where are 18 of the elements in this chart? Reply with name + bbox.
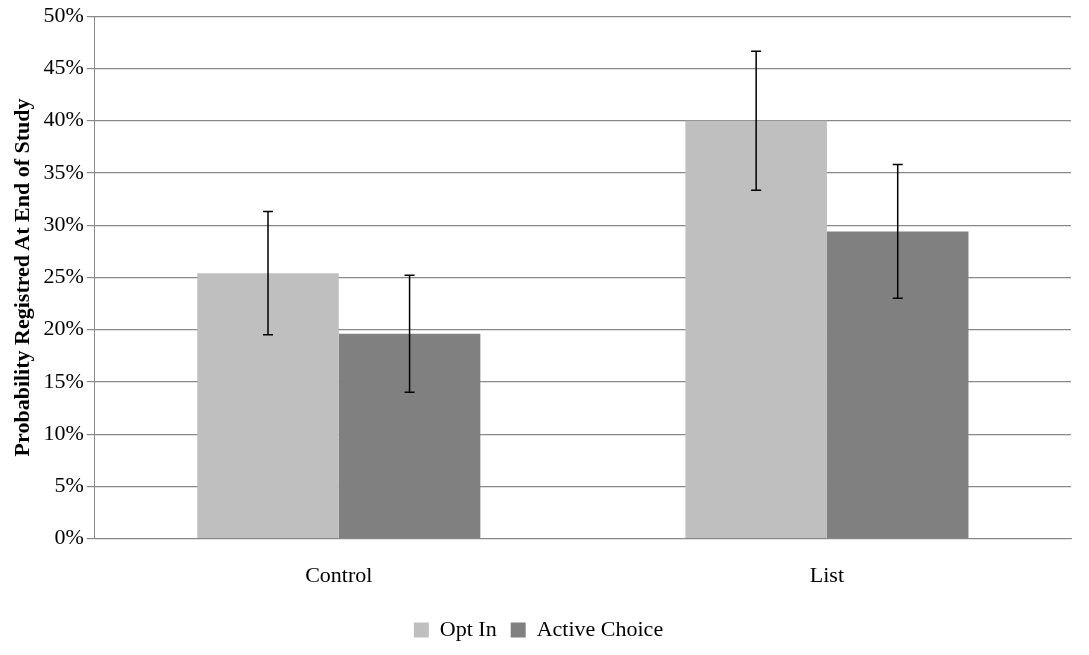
y-tick-label: 0%	[54, 524, 84, 550]
y-tick-label: 50%	[43, 1, 84, 27]
x-tick-label: List	[809, 561, 845, 587]
x-tick-label: Control	[305, 561, 373, 587]
y-tick-label: 15%	[43, 367, 84, 393]
y-tick-label: 30%	[43, 210, 84, 236]
legend-label: Active Choice	[536, 615, 664, 641]
y-tick-label: 45%	[43, 54, 84, 80]
y-tick-label: 35%	[43, 158, 84, 184]
y-tick-label: 5%	[54, 472, 84, 498]
y-tick-label: 10%	[43, 419, 84, 445]
y-axis-title: Probability Registred At End of Study	[8, 98, 34, 457]
y-tick-label: 40%	[43, 106, 84, 132]
bar	[197, 273, 339, 538]
legend-label: Opt In	[439, 615, 497, 641]
bar	[685, 120, 827, 538]
y-tick-label: 25%	[43, 263, 84, 289]
y-tick-label: 20%	[43, 315, 84, 341]
